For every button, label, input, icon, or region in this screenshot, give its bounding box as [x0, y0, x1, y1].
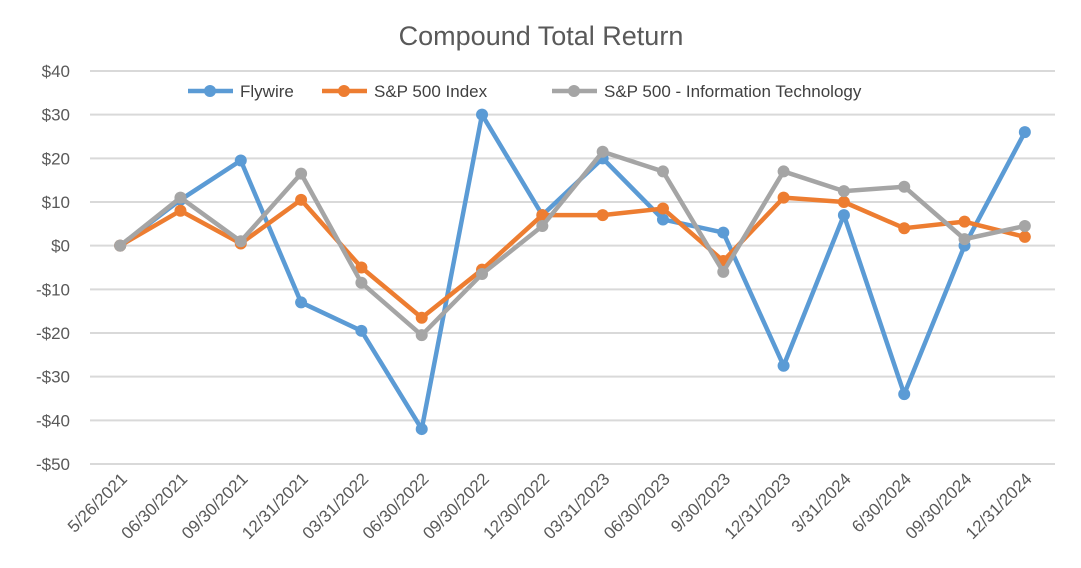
x-tick-label: 12/31/2024	[962, 469, 1036, 543]
x-axis-ticks: 5/26/202106/30/202109/30/202112/31/20210…	[64, 469, 1036, 543]
legend-swatch-marker	[204, 85, 216, 97]
data-point	[234, 154, 247, 167]
y-axis-ticks: $40 $30 $20 $10 $0 -$10 -$20 -$30 -$40 -$50	[36, 62, 70, 474]
data-point	[1018, 220, 1031, 233]
series-s-p-500-information-technology	[114, 145, 1031, 342]
data-point	[777, 191, 790, 204]
x-tick-label: 06/30/2023	[600, 469, 674, 543]
legend-swatch-marker	[338, 85, 350, 97]
series-line	[118, 112, 1027, 432]
x-tick-label: 12/31/2023	[721, 469, 795, 543]
y-tick-label: -$10	[36, 280, 70, 299]
legend-label: Flywire	[240, 82, 294, 101]
y-tick-label: $10	[42, 193, 70, 212]
data-point	[958, 215, 971, 228]
data-point	[656, 213, 669, 226]
data-point	[958, 233, 971, 246]
legend-item: Flywire	[188, 82, 294, 101]
series-line	[119, 195, 1026, 320]
data-point	[174, 204, 187, 217]
data-point	[596, 145, 609, 158]
data-point	[717, 265, 730, 278]
data-point	[174, 191, 187, 204]
data-point	[295, 167, 308, 180]
series-line	[118, 149, 1026, 338]
data-point	[837, 185, 850, 198]
data-point	[295, 296, 308, 309]
data-point	[476, 268, 489, 281]
data-point	[837, 196, 850, 208]
data-point	[355, 261, 368, 274]
data-point	[777, 165, 790, 178]
data-point	[656, 202, 669, 215]
data-point	[415, 329, 428, 342]
gridlines	[90, 70, 1055, 465]
y-tick-label: $0	[51, 237, 70, 256]
legend-item: S&P 500 - Information Technology	[552, 82, 862, 101]
legend-item: S&P 500 Index	[322, 82, 488, 101]
chart-title: Compound Total Return	[399, 21, 684, 51]
data-point	[234, 235, 247, 248]
y-tick-label: -$30	[36, 368, 70, 387]
series-lines	[114, 108, 1031, 436]
data-point	[355, 276, 368, 289]
legend-label: S&P 500 Index	[374, 82, 488, 101]
legend: Flywire S&P 500 Index S&P 500 - Informatio…	[188, 82, 862, 101]
data-point	[837, 209, 850, 222]
y-tick-label: $40	[42, 62, 70, 81]
y-tick-label: $30	[42, 106, 70, 125]
x-tick-label: 3/31/2024	[788, 469, 855, 536]
y-tick-label: -$40	[36, 411, 70, 430]
y-tick-label: -$50	[36, 455, 70, 474]
legend-swatch-marker	[568, 85, 580, 97]
data-point	[476, 108, 489, 121]
data-point	[415, 311, 428, 324]
data-point	[898, 388, 911, 401]
y-tick-label: $20	[42, 149, 70, 168]
data-point	[415, 423, 428, 436]
data-point	[717, 226, 730, 239]
data-point	[898, 180, 911, 193]
data-point	[536, 209, 549, 222]
data-point	[898, 222, 911, 235]
legend-label: S&P 500 - Information Technology	[604, 82, 862, 101]
data-point	[596, 209, 609, 222]
y-tick-label: -$20	[36, 324, 70, 343]
data-point	[295, 193, 308, 206]
data-point	[355, 324, 368, 337]
series-s-p-500-index	[114, 191, 1031, 324]
data-point	[777, 359, 790, 372]
data-point	[656, 165, 669, 178]
data-point	[114, 239, 127, 252]
data-point	[536, 220, 549, 233]
data-point	[1018, 230, 1031, 243]
data-point	[1018, 126, 1031, 139]
